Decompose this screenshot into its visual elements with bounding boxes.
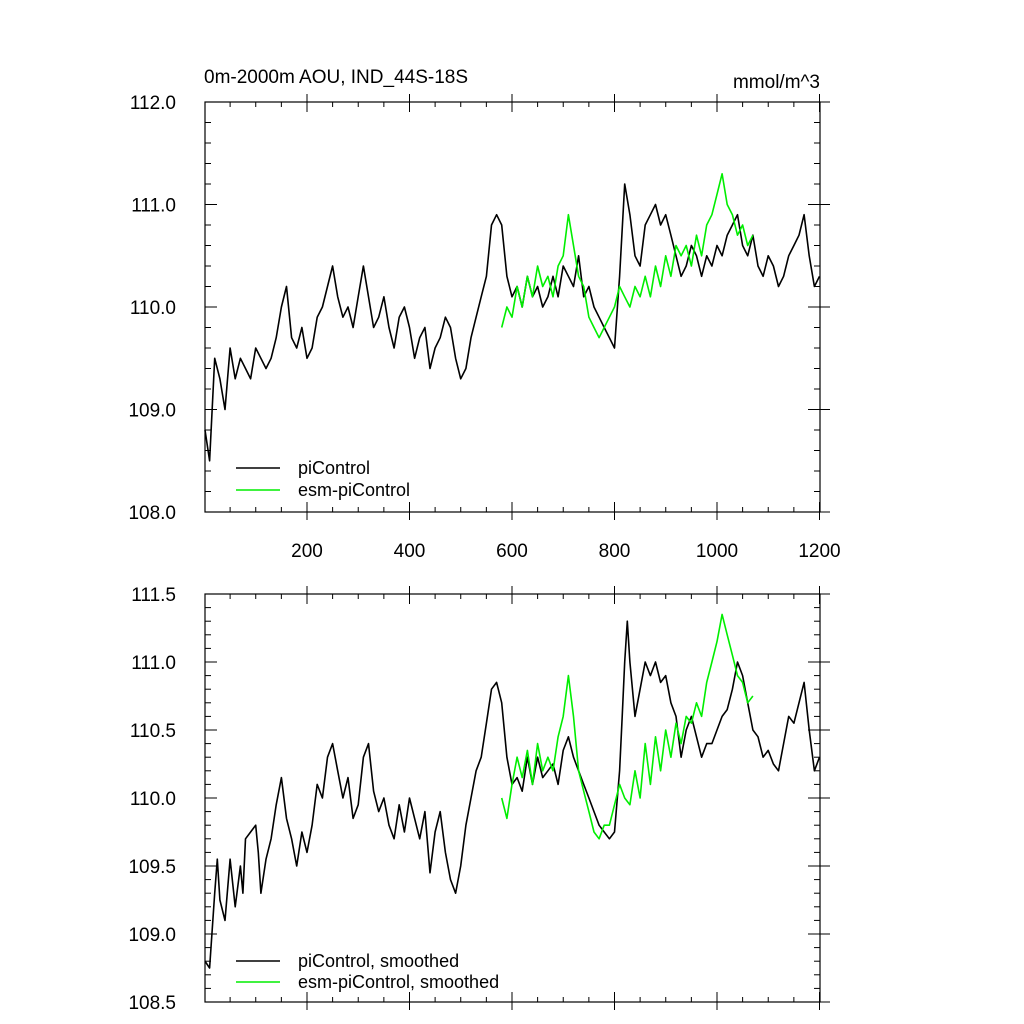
bottom-legend-label: esm-piControl, smoothed: [298, 972, 499, 992]
top-y-tick-label: 111.0: [131, 196, 176, 217]
chart-title: 0m-2000m AOU, IND_44S-18S: [204, 67, 468, 88]
bottom-y-tick-label: 111.0: [131, 653, 176, 674]
bottom-plot-frame: [204, 593, 821, 1003]
top-x-tick-label: 400: [394, 541, 426, 562]
top-x-tick-label: 200: [291, 541, 323, 562]
top-y-tick-label: 109.0: [128, 401, 176, 422]
top-legend-label: piControl: [298, 458, 370, 478]
bottom-y-tick-label: 111.5: [131, 585, 176, 606]
top-series-line-1: [500, 173, 754, 339]
top-legend-label: esm-piControl: [298, 480, 410, 500]
top-x-tick-label: 800: [599, 541, 631, 562]
bottom-panel: 108.5 109.0 109.5 110.0 110.5 111.0 111.5 piCon…: [128, 585, 830, 1014]
bottom-y-tick-label: 108.5: [128, 993, 176, 1014]
top-y-tick-label: 108.0: [128, 503, 176, 524]
top-plot-frame: [204, 101, 821, 513]
top-series-line-0: [204, 183, 821, 462]
bottom-y-tick-label: 109.5: [128, 857, 176, 878]
unit-label: mmol/m^3: [733, 72, 820, 93]
bottom-y-tick-label: 110.5: [130, 721, 176, 742]
bottom-y-tick-label: 110.0: [130, 789, 176, 810]
top-x-tick-label: 1000: [696, 541, 738, 562]
bottom-series-line-1: [500, 613, 754, 840]
top-y-tick-label: 110.0: [130, 298, 176, 319]
bottom-series-line-0: [204, 620, 821, 969]
bottom-legend-label: piControl, smoothed: [298, 951, 459, 971]
bottom-y-tick-label: 109.0: [128, 925, 176, 946]
top-x-tick-label: 1200: [798, 541, 840, 562]
top-panel: 200 400 600 800 1000 1200 108.0 109.0 110.0 111.0…: [128, 93, 840, 562]
top-y-tick-label: 112.0: [130, 93, 176, 114]
top-x-tick-label: 600: [496, 541, 528, 562]
